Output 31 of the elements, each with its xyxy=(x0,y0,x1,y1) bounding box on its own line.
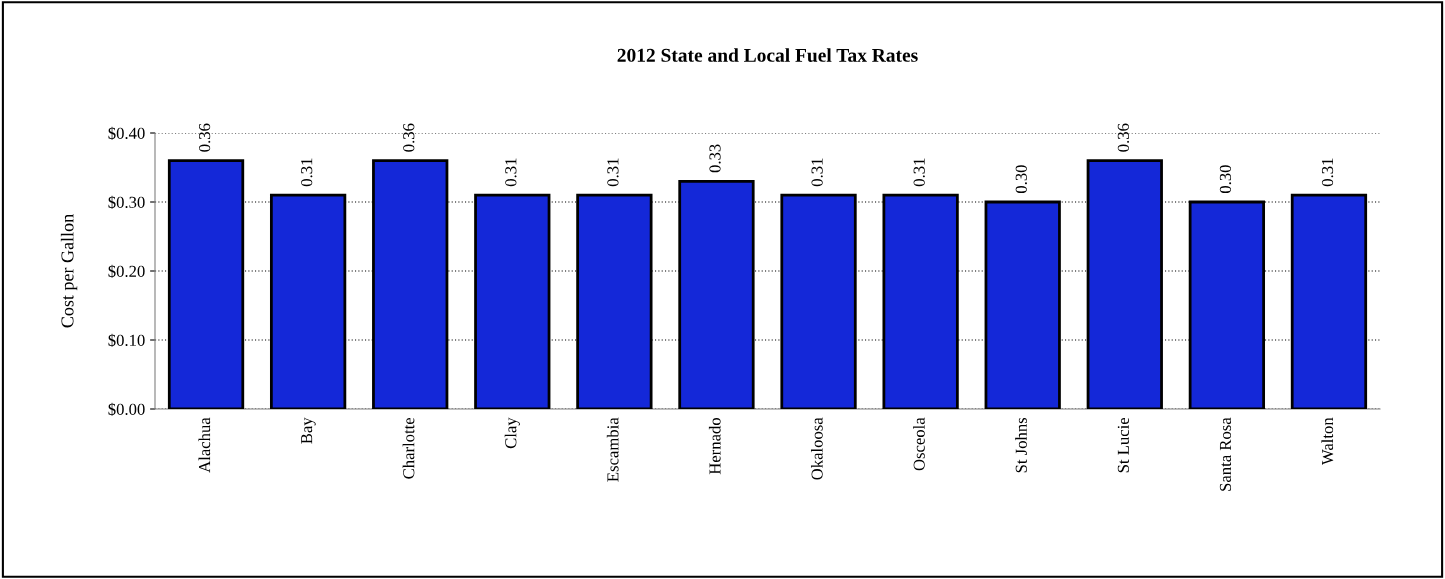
x-tick-label: Bay xyxy=(301,417,316,444)
x-tick-label: Alachua xyxy=(198,417,211,473)
data-label: 0.31 xyxy=(301,158,313,187)
data-label: 0.31 xyxy=(1321,158,1334,187)
x-tick-label: Charlotte xyxy=(402,417,415,479)
data-label: 0.36 xyxy=(403,123,415,152)
data-label: 0.31 xyxy=(913,158,925,187)
data-label: 0.36 xyxy=(198,123,211,152)
data-label: 0.31 xyxy=(811,158,823,187)
y-axis-title: Cost per Gallon xyxy=(60,214,78,328)
data-label: 0.30 xyxy=(1219,165,1232,194)
y-tick-label: $0.00 xyxy=(108,402,145,417)
y-tick-label: $0.10 xyxy=(108,333,145,348)
y-tick-label: $0.40 xyxy=(108,126,145,141)
data-label: 0.31 xyxy=(607,158,619,187)
x-tick-label: St Johns xyxy=(1015,417,1027,473)
x-tick-label: Santa Rosa xyxy=(1219,417,1232,491)
y-tick-label: $0.30 xyxy=(108,195,145,210)
data-label: 0.31 xyxy=(505,158,517,187)
x-tick-label: Walton xyxy=(1321,417,1334,466)
x-tick-label: Clay xyxy=(504,417,520,449)
chart-title: 2012 State and Local Fuel Tax Rates xyxy=(617,48,918,62)
data-label: 0.33 xyxy=(709,144,721,173)
x-tick-label: Osceola xyxy=(913,417,925,471)
x-tick-label: Okaloosa xyxy=(810,417,823,480)
x-tick-label: St Lucie xyxy=(1117,417,1129,473)
data-label: 0.30 xyxy=(1015,165,1027,194)
y-tick-label: $0.20 xyxy=(108,264,145,279)
data-label: 0.36 xyxy=(1117,123,1130,152)
x-tick-label: Escambia xyxy=(606,417,619,482)
x-tick-label: Hernado xyxy=(708,417,721,475)
